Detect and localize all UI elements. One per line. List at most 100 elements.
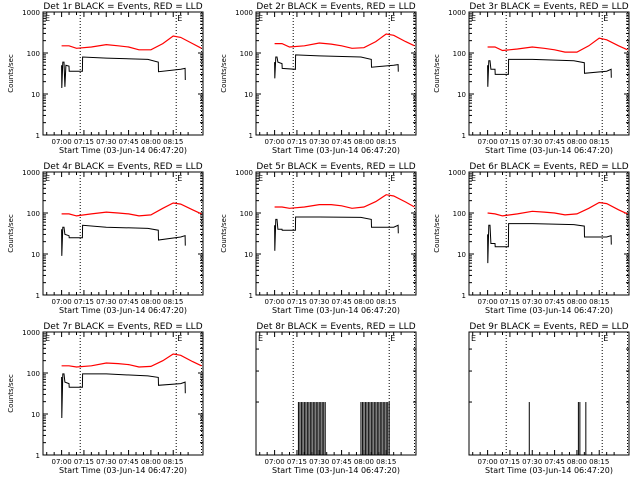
x-tick-label: 07:15 (74, 138, 94, 146)
x-tick-label: 07:45 (331, 298, 351, 306)
x-tick-label: 07:00 (478, 458, 498, 466)
e-marker-label: E (177, 174, 182, 183)
x-tick-label: 07:45 (118, 138, 138, 146)
x-tick-label: 07:15 (500, 298, 520, 306)
x-axis-label: Start Time (03-Jun-14 06:47:20) (272, 146, 400, 155)
e-marker-label: E (390, 14, 395, 23)
lld-series-line (274, 194, 415, 209)
e-marker-label: E (45, 14, 50, 23)
x-tick-label: 08:15 (163, 458, 183, 466)
x-tick-label: 07:00 (52, 298, 72, 306)
y-tick-label: 100 (453, 210, 466, 218)
x-axis-label: Start Time (03-Jun-14 06:47:20) (485, 146, 613, 155)
chart-panel: Det 4r BLACK = Events, RED = LLD 1 10 100 10… (7, 162, 204, 315)
x-tick-label: 08:00 (354, 138, 374, 146)
x-tick-label: 07:15 (287, 458, 307, 466)
plot-frame (42, 171, 204, 296)
y-tick-label: 10 (244, 91, 253, 99)
x-tick-label: 07:45 (544, 458, 564, 466)
y-tick-label: 100 (27, 50, 40, 58)
plot-frame (468, 11, 630, 136)
x-tick-label: 08:15 (589, 458, 609, 466)
events-series-line (61, 224, 186, 256)
x-tick-label: 07:00 (478, 138, 498, 146)
chart-title: Det 1r BLACK = Events, RED = LLD (43, 2, 202, 12)
x-tick-label: 07:45 (118, 298, 138, 306)
chart-panel: Det 6r BLACK = Events, RED = LLD 1 10 100 10… (433, 162, 630, 315)
x-axis-label: Start Time (03-Jun-14 06:47:20) (272, 466, 400, 475)
e-marker-label: E (390, 334, 395, 343)
events-series-line (487, 223, 612, 264)
y-tick-label: 10 (457, 251, 466, 259)
x-tick-label: 07:30 (309, 138, 329, 146)
e-marker-label: E (471, 174, 476, 183)
y-tick-label: 10 (31, 91, 40, 99)
e-marker-label: E (258, 334, 263, 343)
x-tick-label: 07:15 (74, 298, 94, 306)
x-tick-label: 07:45 (544, 298, 564, 306)
e-marker-label: E (471, 334, 476, 343)
x-tick-label: 07:15 (74, 458, 94, 466)
e-marker-label: E (390, 174, 395, 183)
y-tick-label: 100 (453, 50, 466, 58)
plot-frame (468, 171, 630, 296)
events-series-line (61, 56, 186, 89)
x-tick-label: 08:15 (376, 138, 396, 146)
y-axis-label: Counts/sec (433, 214, 441, 253)
x-tick-label: 07:30 (522, 458, 542, 466)
e-marker-label: E (471, 14, 476, 23)
x-tick-label: 07:15 (500, 138, 520, 146)
y-tick-label: 1 (249, 292, 253, 300)
x-tick-label: 07:15 (287, 138, 307, 146)
x-tick-label: 07:30 (309, 298, 329, 306)
x-tick-label: 08:00 (141, 298, 161, 306)
lld-series-line (487, 201, 628, 217)
x-tick-label: 08:00 (354, 458, 374, 466)
plot-frame (255, 171, 417, 296)
x-tick-label: 07:00 (52, 138, 72, 146)
x-axis-label: Start Time (03-Jun-14 06:47:20) (59, 466, 187, 475)
e-marker-label: E (177, 334, 182, 343)
x-tick-label: 08:15 (589, 298, 609, 306)
x-tick-label: 08:15 (376, 298, 396, 306)
e-marker-label: E (177, 14, 182, 23)
y-tick-label: 1 (36, 132, 40, 140)
chart-panel: Det 1r BLACK = Events, RED = LLD 1 10 100 10… (7, 2, 204, 155)
chart-panel: Det 3r BLACK = Events, RED = LLD 1 10 100 10… (433, 2, 630, 155)
y-tick-label: 1000 (22, 329, 40, 337)
y-tick-label: 1000 (448, 169, 466, 177)
x-tick-label: 08:00 (141, 458, 161, 466)
x-tick-label: 07:45 (331, 138, 351, 146)
y-tick-label: 1 (249, 132, 253, 140)
x-tick-label: 07:00 (265, 298, 285, 306)
y-axis-label: Counts/sec (7, 374, 15, 413)
y-tick-label: 100 (27, 210, 40, 218)
chart-title: Det 8r BLACK = Events, RED = LLD (256, 322, 415, 332)
x-tick-label: 08:15 (163, 138, 183, 146)
y-tick-label: 1 (36, 292, 40, 300)
y-tick-label: 10 (457, 91, 466, 99)
x-axis-label: Start Time (03-Jun-14 06:47:20) (59, 306, 187, 315)
x-tick-label: 08:00 (354, 298, 374, 306)
x-tick-label: 07:30 (309, 458, 329, 466)
x-tick-label: 08:00 (567, 298, 587, 306)
events-series-line (274, 54, 399, 79)
x-tick-label: 07:15 (287, 298, 307, 306)
e-marker-label: E (603, 14, 608, 23)
lld-series-line (61, 35, 202, 51)
lld-series-line (61, 202, 202, 217)
y-tick-label: 1 (462, 292, 466, 300)
y-axis-label: Counts/sec (220, 214, 228, 253)
chart-title: Det 5r BLACK = Events, RED = LLD (256, 162, 415, 172)
plot-frame (468, 331, 630, 456)
x-tick-label: 07:30 (522, 138, 542, 146)
e-marker-label: E (45, 334, 50, 343)
x-tick-label: 07:30 (96, 458, 116, 466)
x-tick-label: 07:30 (522, 298, 542, 306)
e-marker-label: E (45, 174, 50, 183)
plot-frame (42, 11, 204, 136)
x-tick-label: 07:00 (265, 138, 285, 146)
x-axis-label: Start Time (03-Jun-14 06:47:20) (59, 146, 187, 155)
y-tick-label: 10 (244, 251, 253, 259)
